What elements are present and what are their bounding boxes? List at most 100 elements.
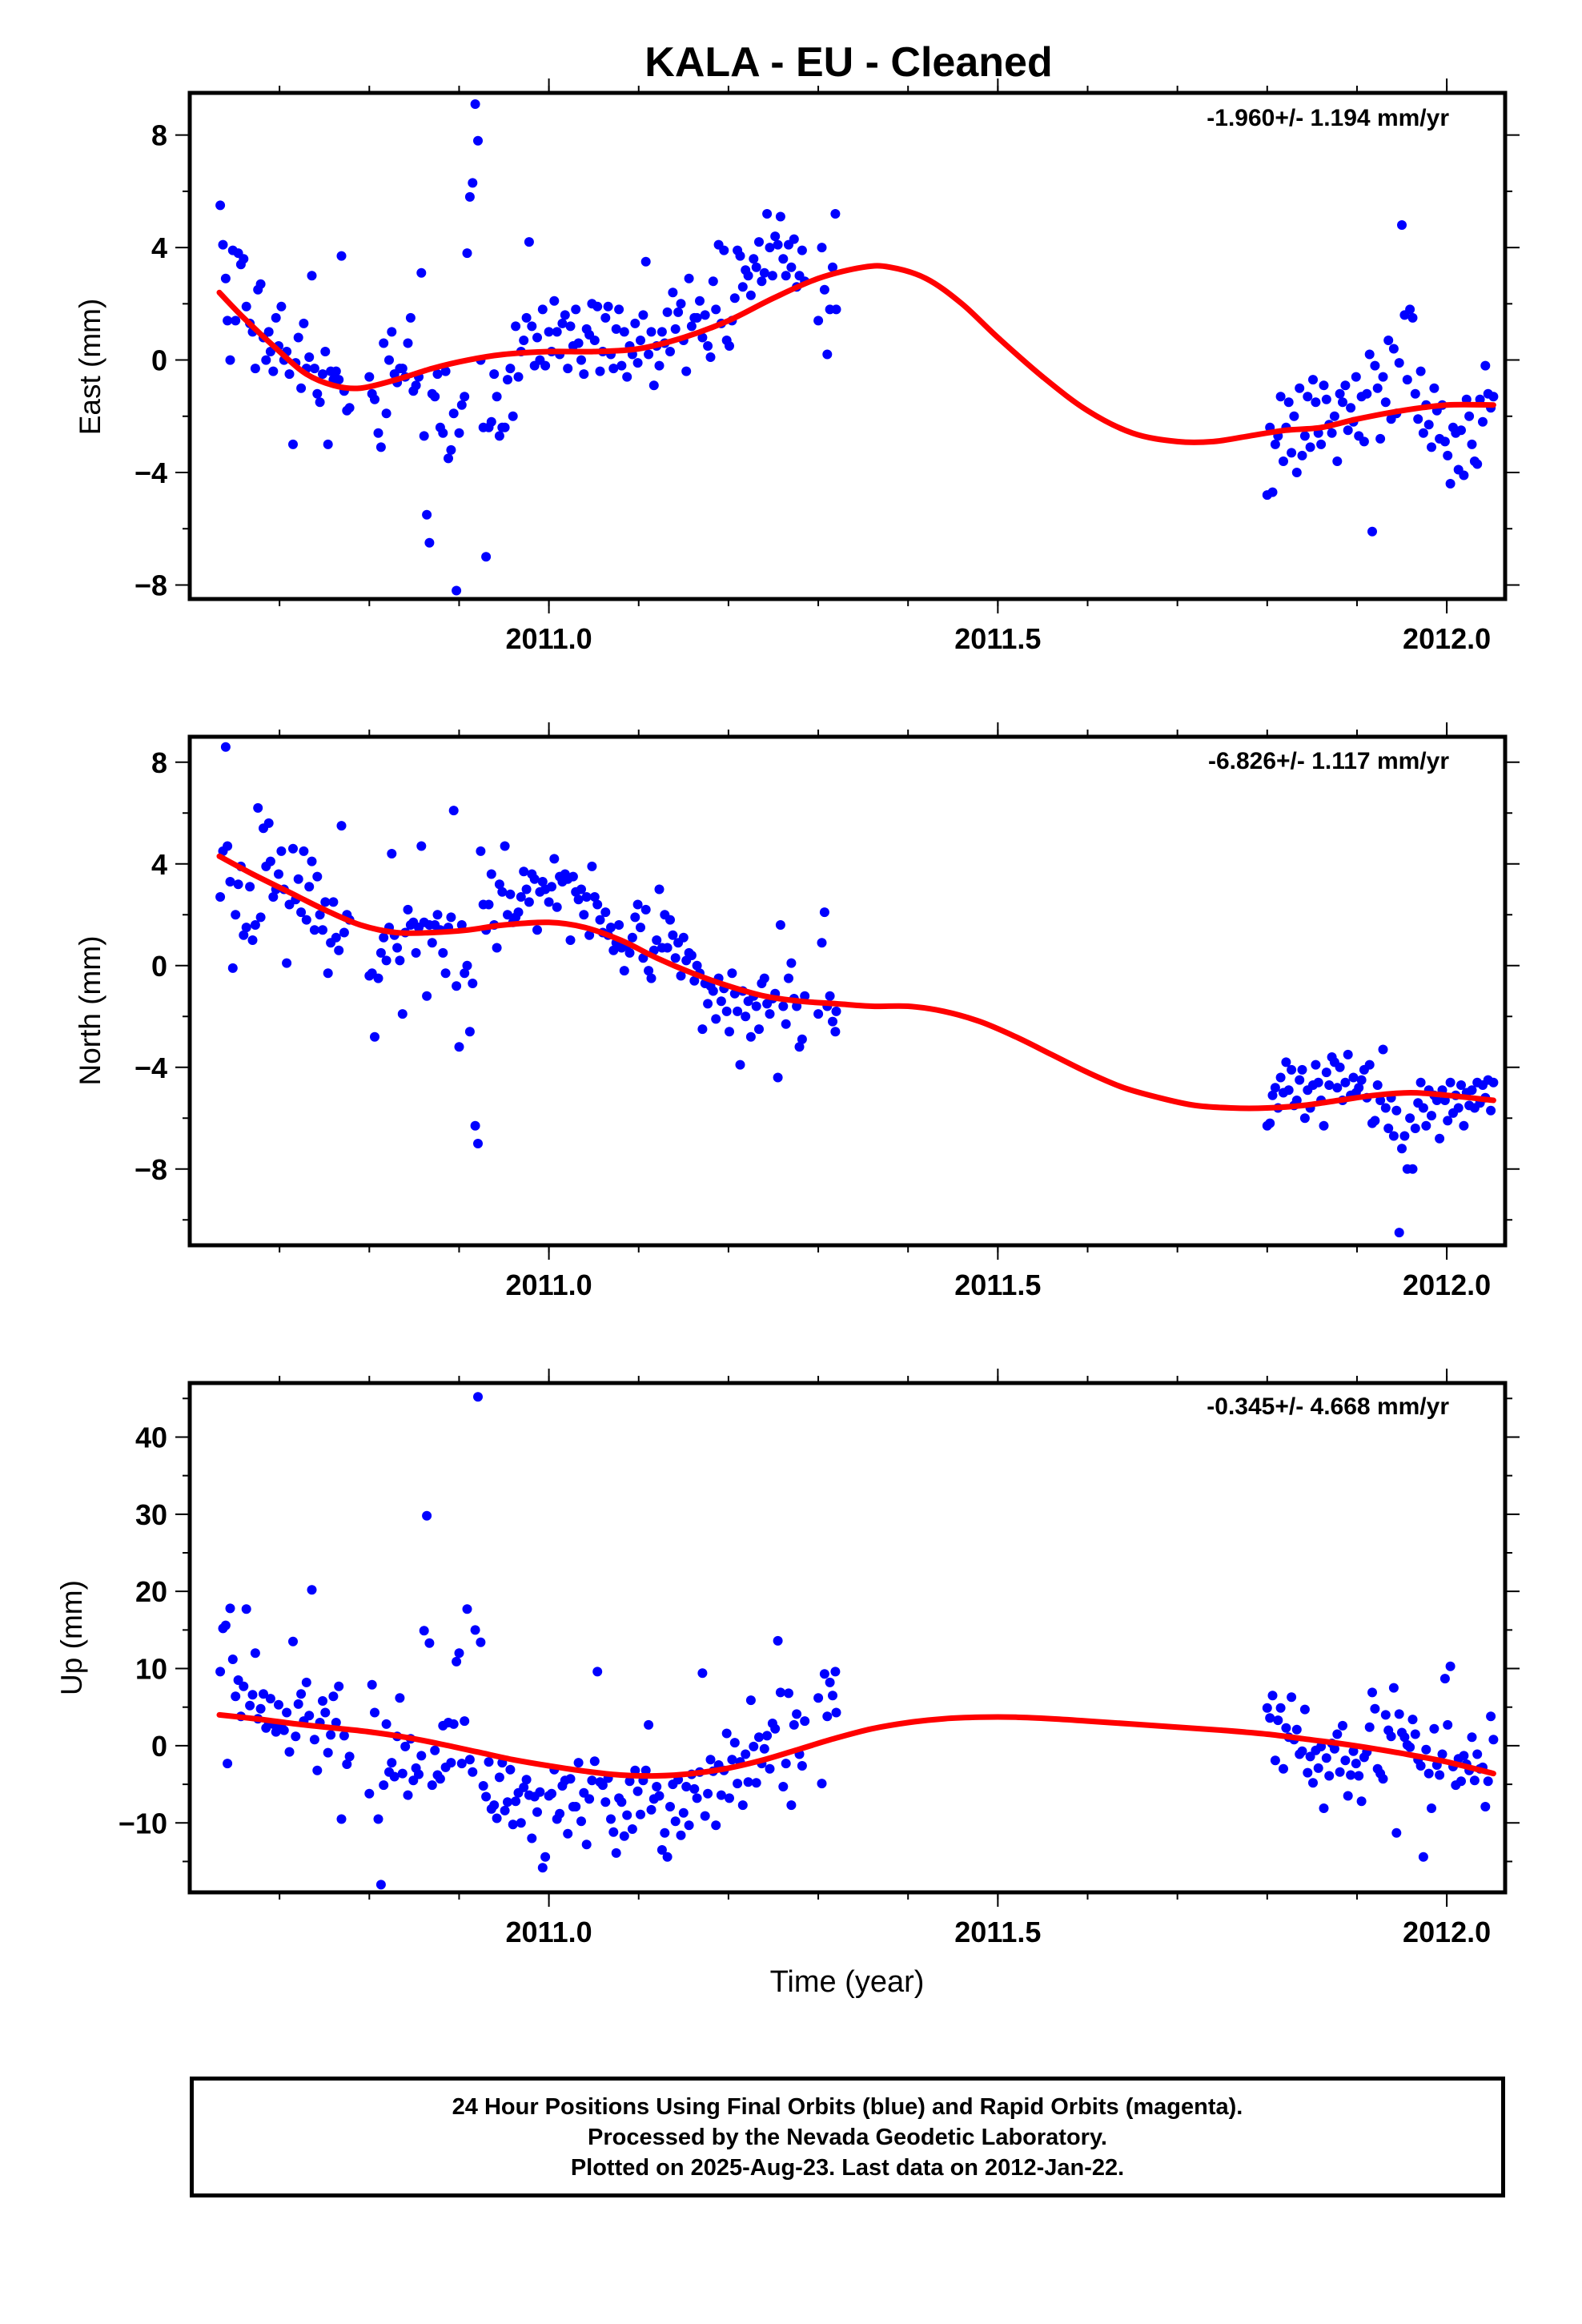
up-data-point xyxy=(1340,1755,1351,1766)
north-data-point xyxy=(320,897,331,907)
north-data-point xyxy=(751,1001,761,1011)
north-data-point xyxy=(245,882,255,892)
north-data-point xyxy=(1459,1120,1469,1131)
up-fit-curve xyxy=(216,1711,1496,1779)
up-data-point xyxy=(416,1751,427,1761)
east-data-point xyxy=(1287,448,1297,458)
up-data-point xyxy=(250,1648,260,1659)
north-data-points xyxy=(215,742,1499,1238)
up-data-point xyxy=(789,1719,799,1730)
east-data-point xyxy=(489,369,500,380)
north-data-point xyxy=(318,925,327,935)
up-data-point xyxy=(573,1758,584,1768)
east-data-point xyxy=(307,271,317,281)
east-data-point xyxy=(470,99,480,109)
north-data-point xyxy=(274,869,283,879)
up-data-point xyxy=(1472,1749,1483,1759)
east-data-point xyxy=(473,135,483,146)
east-data-point xyxy=(1427,442,1436,452)
north-data-point xyxy=(1397,1144,1407,1154)
up-data-point xyxy=(700,1811,710,1821)
north-data-point xyxy=(1319,1120,1329,1131)
east-y-tick-label: 0 xyxy=(151,344,167,377)
north-data-point xyxy=(241,923,251,933)
north-data-point xyxy=(711,1014,721,1024)
north-data-point xyxy=(497,887,508,897)
north-data-point xyxy=(1335,1062,1345,1072)
up-data-point xyxy=(274,1699,283,1710)
east-data-point xyxy=(1295,383,1305,393)
up-data-point xyxy=(1380,1710,1391,1720)
north-data-point xyxy=(233,879,243,890)
east-data-point xyxy=(381,408,391,419)
east-data-point xyxy=(592,301,603,312)
east-data-point xyxy=(387,327,397,337)
north-data-point xyxy=(1383,1124,1394,1133)
up-data-point xyxy=(825,1677,835,1687)
up-axes: 2011.0 2011.5 2012.0 −10 0 10 20 30 40 xyxy=(118,1369,1520,1948)
east-data-point xyxy=(725,341,734,351)
up-data-point xyxy=(344,1751,355,1762)
up-data-point xyxy=(1439,1674,1450,1684)
north-data-point xyxy=(492,943,502,953)
north-data-point xyxy=(1313,1077,1323,1088)
up-data-point xyxy=(473,1392,483,1402)
up-data-point xyxy=(381,1719,391,1729)
north-data-point xyxy=(579,910,589,920)
up-data-point xyxy=(1291,1724,1302,1735)
up-x-tick-label: 2011.5 xyxy=(954,1916,1041,1948)
up-data-point xyxy=(576,1816,586,1827)
up-data-point xyxy=(727,1755,737,1765)
up-data-point xyxy=(1480,1802,1491,1811)
east-data-point xyxy=(309,364,319,374)
north-data-point xyxy=(1291,1096,1302,1105)
east-data-point xyxy=(719,245,729,255)
east-data-point xyxy=(462,248,472,259)
up-data-point xyxy=(1405,1742,1415,1752)
north-data-point xyxy=(547,882,556,892)
up-data-point xyxy=(259,1689,268,1699)
up-data-point xyxy=(689,1783,700,1794)
up-data-point xyxy=(711,1820,721,1831)
north-data-point xyxy=(460,968,470,979)
east-data-point xyxy=(508,411,518,421)
east-data-point xyxy=(1343,425,1353,436)
up-data-point xyxy=(770,1723,781,1734)
east-data-point xyxy=(1459,470,1469,480)
up-data-point xyxy=(389,1771,400,1782)
up-data-point xyxy=(1370,1703,1380,1714)
north-data-point xyxy=(830,1027,841,1037)
north-data-point xyxy=(1421,1120,1431,1131)
up-data-point xyxy=(592,1667,603,1677)
north-data-point xyxy=(813,1009,824,1019)
north-data-point xyxy=(1372,1080,1383,1090)
north-data-point xyxy=(432,910,443,920)
east-data-point xyxy=(1367,526,1377,537)
east-data-point xyxy=(552,327,562,337)
east-data-point xyxy=(1289,411,1299,421)
east-data-point xyxy=(1370,360,1380,371)
up-data-point xyxy=(1329,1743,1339,1754)
east-data-point xyxy=(524,237,534,247)
up-data-point xyxy=(624,1776,635,1787)
north-data-point xyxy=(632,899,643,910)
east-data-point xyxy=(565,321,576,332)
east-data-point xyxy=(1299,431,1310,441)
up-data-point xyxy=(1486,1711,1496,1722)
north-data-point xyxy=(781,1019,791,1029)
up-data-point xyxy=(670,1816,681,1827)
east-data-point xyxy=(729,293,740,304)
east-data-point xyxy=(263,327,274,337)
east-data-point xyxy=(1316,439,1327,449)
east-data-point xyxy=(432,369,443,380)
east-data-point xyxy=(468,178,478,188)
up-data-point xyxy=(397,1768,408,1779)
up-data-point xyxy=(565,1774,576,1784)
up-data-point xyxy=(336,1814,347,1824)
east-data-point xyxy=(284,369,295,380)
east-data-point xyxy=(424,537,435,548)
up-data-point xyxy=(293,1699,303,1709)
up-data-point xyxy=(1265,1713,1275,1723)
up-data-point xyxy=(563,1828,573,1839)
north-fit-line xyxy=(216,853,1496,1112)
